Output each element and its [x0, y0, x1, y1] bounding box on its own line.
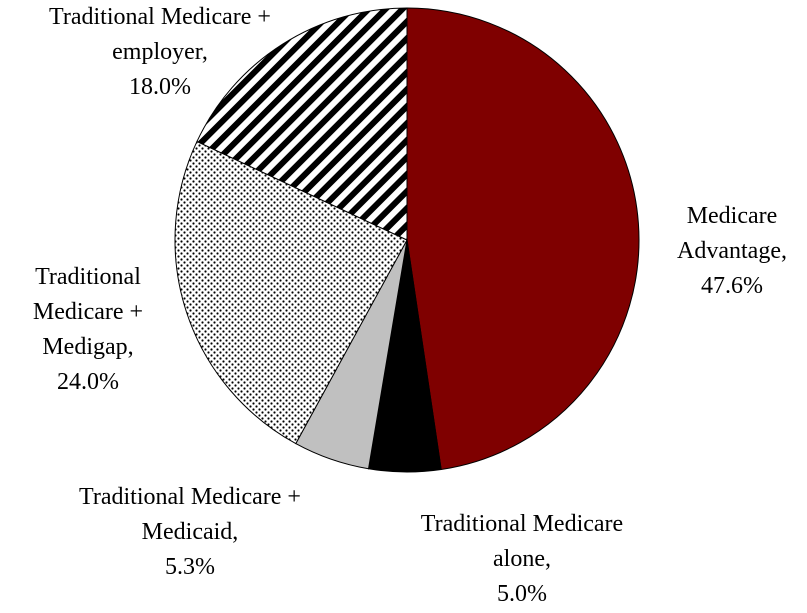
value-label: 5.0%: [497, 581, 547, 607]
category-label: Traditional Medicare + Medicaid,: [79, 484, 301, 545]
slice-label: Traditional Medicare alone, 5.0%: [397, 507, 647, 612]
category-label: Traditional Medicare + Medigap,: [32, 264, 144, 360]
slice-label: Medicare Advantage, 47.6%: [662, 199, 802, 304]
pie-slice: [196, 7, 408, 241]
value-label: 47.6%: [701, 273, 763, 299]
value-label: 24.0%: [57, 369, 119, 395]
slice-label: Traditional Medicare + employer, 18.0%: [10, 0, 310, 105]
slice-label: Traditional Medicare + Medicaid, 5.3%: [55, 480, 325, 585]
slice-label: Traditional Medicare + Medigap, 24.0%: [13, 260, 163, 400]
category-label: Traditional Medicare alone,: [420, 511, 624, 572]
value-label: 5.3%: [165, 554, 215, 580]
value-label: 18.0%: [129, 74, 191, 100]
pie-slice: [406, 7, 640, 471]
category-label: Traditional Medicare + employer,: [49, 4, 271, 65]
pie-slice: [174, 140, 408, 445]
category-label: Medicare Advantage,: [677, 203, 787, 264]
